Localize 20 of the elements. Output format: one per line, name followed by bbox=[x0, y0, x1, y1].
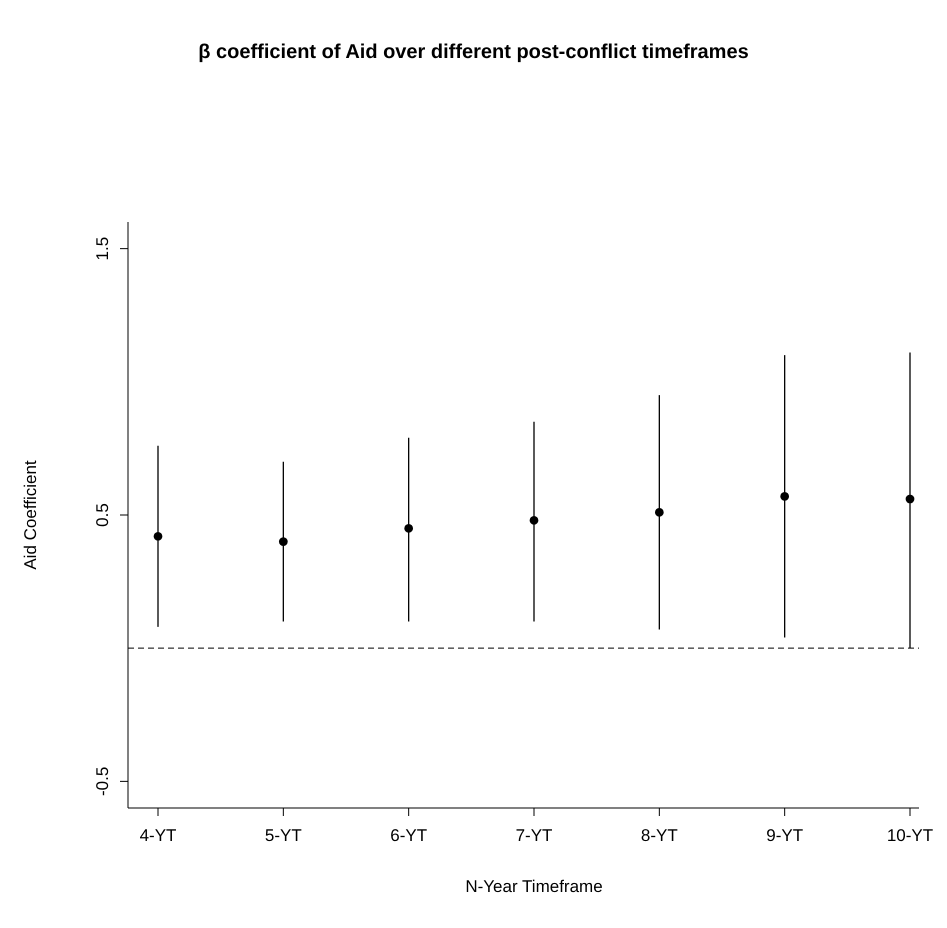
point bbox=[654, 508, 664, 517]
point bbox=[154, 532, 162, 541]
y-tick-label: -0.5 bbox=[93, 766, 112, 796]
y-tick-label: 0.5 bbox=[93, 503, 112, 527]
point bbox=[530, 516, 538, 525]
x-tick-label: 8-YT bbox=[640, 826, 678, 845]
point bbox=[906, 494, 914, 504]
y-tick-label: 1.5 bbox=[93, 236, 112, 260]
x-tick-label: 7-YT bbox=[516, 826, 552, 845]
x-tick-label: 9-YT bbox=[766, 826, 804, 845]
point bbox=[278, 537, 288, 546]
x-tick-label: 6-YT bbox=[390, 826, 428, 845]
x-axis-title: N-Year Timeframe bbox=[465, 877, 603, 896]
x-tick-label: 10-YT bbox=[886, 826, 934, 845]
y-axis-title: Aid Coefficient bbox=[21, 460, 40, 570]
x-tick-label: 5-YT bbox=[264, 826, 302, 845]
point bbox=[780, 492, 790, 501]
chart-title: β coefficient of Aid over different post-conflict timeframes bbox=[198, 41, 749, 63]
point bbox=[404, 524, 414, 533]
x-tick-label: 4-YT bbox=[140, 826, 176, 845]
